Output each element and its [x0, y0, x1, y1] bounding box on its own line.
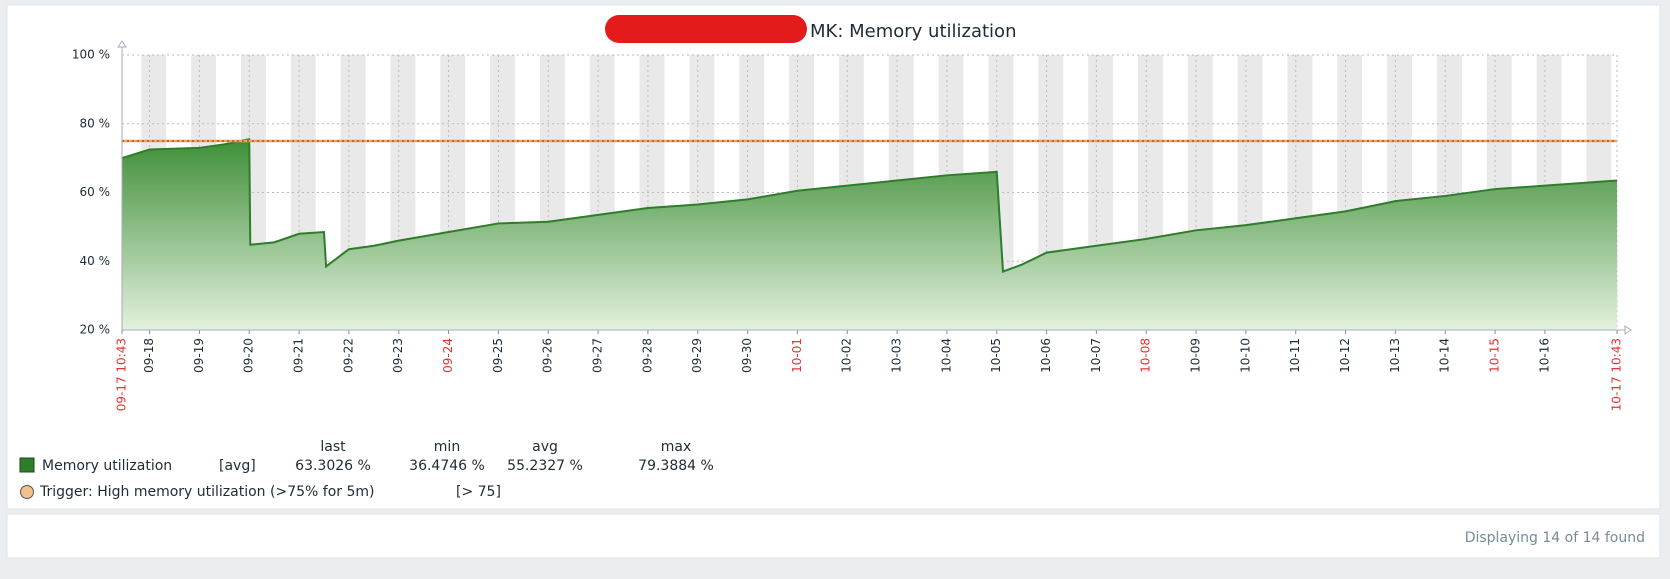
x-tick-label: 10-05 — [989, 338, 1003, 373]
x-tick-label: 09-27 — [591, 338, 605, 373]
x-tick-label: 10-07 — [1089, 338, 1103, 373]
y-tick-label: 40 % — [80, 254, 111, 268]
x-tick-label: 09-22 — [341, 338, 355, 373]
x-tick-label: 10-09 — [1189, 338, 1203, 373]
x-tick-label: 09-26 — [541, 338, 555, 373]
legend-stat: 63.3026 % — [295, 458, 371, 474]
x-tick-label: 09-17 10:43 — [115, 338, 129, 411]
x-tick-label: 10-06 — [1039, 338, 1053, 373]
x-tick-label: 10-15 — [1488, 338, 1502, 373]
x-tick-label: 09-23 — [391, 338, 405, 373]
x-tick-label: 10-16 — [1537, 338, 1551, 373]
x-tick-label: 10-10 — [1238, 338, 1252, 373]
x-tick-label: 10-11 — [1288, 338, 1302, 373]
legend-header: avg — [532, 439, 558, 455]
chart-title: MK: Memory utilization — [810, 21, 1016, 42]
legend-label: Memory utilization — [42, 458, 172, 474]
legend-header: last — [320, 439, 346, 455]
y-tick-label: 100 % — [72, 48, 110, 62]
y-tick-label: 60 % — [80, 185, 111, 199]
x-tick-label: 09-29 — [690, 338, 704, 373]
x-tick-label: 09-20 — [242, 338, 256, 373]
x-tick-label: 09-19 — [192, 338, 206, 373]
legend-header: min — [434, 439, 460, 455]
trigger-condition: [> 75] — [456, 484, 501, 500]
footer-panel — [6, 513, 1661, 559]
redaction — [605, 15, 807, 43]
x-tick-label: 09-25 — [491, 338, 505, 373]
x-tick-label: 09-18 — [142, 338, 156, 373]
legend-function: [avg] — [219, 458, 256, 474]
x-tick-label: 09-21 — [292, 338, 306, 373]
legend-header: max — [661, 439, 692, 455]
line — [121, 137, 1618, 273]
axis-arrow — [117, 40, 127, 48]
x-tick-label: 09-28 — [640, 338, 654, 373]
x-tick-label: 09-30 — [740, 338, 754, 373]
y-tick-label: 80 % — [80, 116, 111, 130]
x-tick-label: 10-08 — [1139, 338, 1153, 373]
trigger-swatch — [20, 485, 34, 499]
y-tick-label: 20 % — [80, 323, 111, 337]
legend-swatch — [19, 457, 35, 473]
x-tick-label: 10-04 — [939, 338, 953, 373]
x-tick-label: 10-17 10:43 — [1610, 338, 1624, 411]
x-tick-label: 10-14 — [1438, 338, 1452, 373]
legend-stat: 79.3884 % — [638, 458, 714, 474]
legend-stat: 55.2327 % — [507, 458, 583, 474]
x-tick-label: 09-24 — [441, 338, 455, 373]
x-tick-label: 10-02 — [840, 338, 854, 373]
trigger-label: Trigger: High memory utilization (>75% f… — [39, 484, 374, 500]
axis-arrow — [1624, 325, 1632, 335]
x-tick-label: 10-12 — [1338, 338, 1352, 373]
x-tick-label: 10-13 — [1388, 338, 1402, 373]
footer-text: Displaying 14 of 14 found — [1465, 530, 1645, 546]
legend-stat: 36.4746 % — [409, 458, 485, 474]
x-tick-label: 10-03 — [890, 338, 904, 373]
area — [122, 139, 1617, 330]
x-tick-label: 10-01 — [790, 338, 804, 373]
